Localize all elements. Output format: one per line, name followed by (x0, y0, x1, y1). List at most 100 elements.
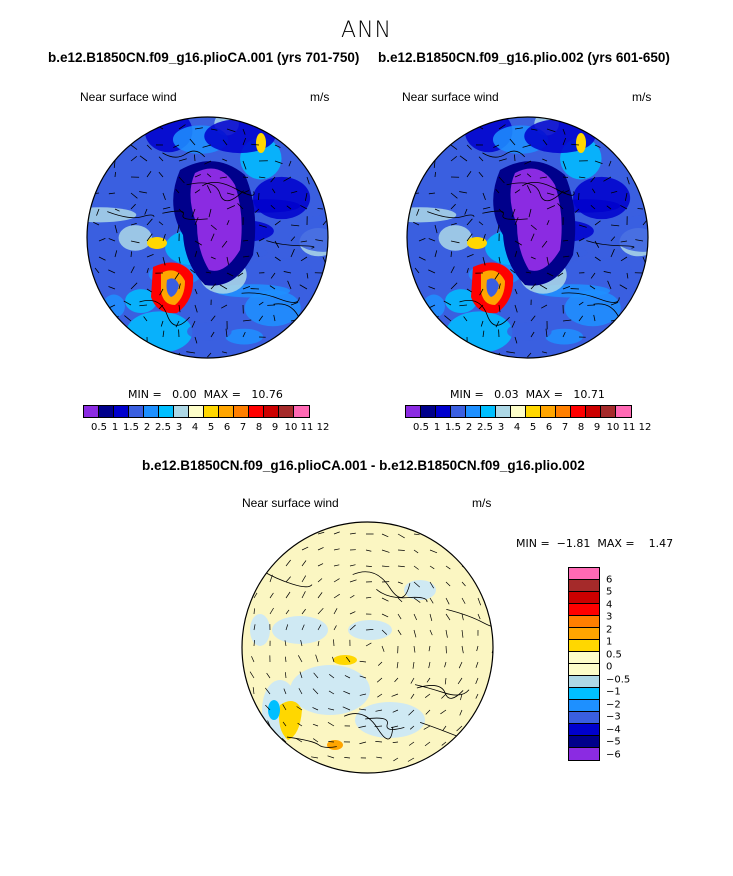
panel3-wind-vector (381, 565, 390, 568)
panel2-wind-vector (541, 240, 548, 248)
panel2-wind-vector (626, 348, 630, 354)
panel2-wind-vector (479, 288, 484, 296)
panel3-wind-vector (494, 534, 495, 537)
panel1-wind-vector (226, 220, 230, 226)
panel2-wind-vector (450, 240, 460, 244)
panel2-wind-vector (459, 155, 468, 162)
panel2-colorbar-swatch (466, 406, 481, 417)
panel3-wind-vector (429, 533, 436, 538)
panel2-wind-vector (478, 304, 484, 310)
panel2-wind-vector (498, 208, 504, 214)
panel1-wind-vector (226, 128, 236, 133)
panel1-wind-vector (162, 256, 166, 266)
panel3-wind-vector (333, 608, 338, 615)
panel1-wind-vector (178, 176, 185, 184)
panel3-colorbar-swatch (569, 748, 599, 760)
panel3-wind-vector (282, 721, 287, 727)
panel3-wind-vector (312, 770, 319, 773)
panel3-wind-vector (333, 639, 335, 647)
panel3-wind-vector (251, 720, 255, 727)
panel2-wind-vector (642, 186, 647, 194)
panel2-colorbar-swatch (616, 406, 631, 417)
panel3-wind-vector (349, 564, 356, 567)
panel1-wind-vector (242, 319, 252, 322)
panel2-wind-vector (418, 128, 422, 134)
panel2-wind-vector (546, 272, 554, 277)
panel3-wind-vector (344, 675, 351, 679)
panel3-wind-vector (365, 629, 374, 631)
panel3-wind-vector (458, 774, 462, 775)
panel1-minmax: MIN = 0.00 MAX = 10.76 (128, 388, 283, 401)
panel2-wind-vector (530, 233, 535, 242)
panel3-wind-vector (425, 709, 431, 715)
panel2-colorbar-label: 6 (545, 422, 553, 433)
panel2-colorbar-label: 0.5 (413, 422, 429, 433)
panel3-wind-vector (461, 581, 466, 587)
panel3-wind-vector (445, 581, 451, 587)
panel1-wind-vector (178, 158, 187, 162)
panel3-wind-vector (349, 611, 356, 615)
panel3-colorbar-swatch (569, 688, 599, 700)
panel2-wind-vector (530, 315, 536, 322)
panel1-wind-vector (194, 288, 198, 295)
panel3-wind-vector (267, 737, 271, 743)
panel3-wind-vector (269, 574, 273, 583)
panel3-coastline (261, 570, 313, 588)
panel3-wind-vector (461, 645, 464, 654)
panel1-wind-vector (319, 329, 324, 338)
panel3-wind-vector (491, 725, 493, 734)
panel1-colorbar-swatch (189, 406, 204, 417)
panel3-coastline (286, 736, 337, 748)
panel3-wind-vector (317, 531, 325, 535)
panel1-map (86, 116, 329, 359)
panel2-wind-vector (578, 176, 586, 179)
panel3-coastline (416, 685, 464, 699)
panel2-wind-vector (428, 269, 436, 274)
panel1-wind-vector (222, 158, 228, 162)
panel3-wind-vector (473, 741, 479, 746)
panel1-wind-vector (221, 351, 228, 354)
panel3-wind-vector (374, 725, 383, 728)
panel3-colorbar-swatch (569, 604, 599, 616)
panel1-wind-vector (189, 138, 196, 146)
panel2-wind-vector (466, 254, 474, 258)
panel1-wind-vector (290, 236, 296, 242)
panel2-colorbar-label: 4 (513, 422, 521, 433)
panel3-wind-vector (249, 671, 255, 679)
panel1-wind-vector (194, 240, 202, 246)
panel3-colorbar-swatch (569, 628, 599, 640)
panel1-colorbar-swatch (99, 406, 114, 417)
panel1-colorbar-label: 7 (239, 422, 247, 433)
panel1-colorbar-label: 1 (111, 422, 119, 433)
panel2-wind-vector (428, 192, 436, 195)
panel1-wind-vector (270, 176, 276, 183)
panel2-wind-vector (514, 304, 518, 313)
panel3-wind-vector (317, 624, 322, 631)
panel2-wind-vector (526, 173, 532, 178)
panel1-colorbar-swatch (204, 406, 219, 417)
panel3-wind-vector (282, 704, 287, 711)
panel2-wind-vector (413, 332, 420, 338)
panel1-wind-vector (288, 160, 292, 167)
panel2-wind-vector (450, 203, 456, 210)
panel2-wind-vector (466, 144, 472, 150)
panel3-wind-vector (441, 693, 447, 699)
panel2-wind-vector (527, 352, 532, 358)
panel1-wind-vector (130, 156, 138, 162)
panel3-wind-vector (284, 640, 287, 647)
panel1-units: m/s (310, 90, 330, 104)
panel1-wind-vector (207, 352, 212, 358)
panel2-colorbar-swatch (556, 406, 571, 417)
panel3-wind-vector (477, 613, 481, 620)
panel2-wind-vector (594, 220, 601, 226)
panel2-colorbar-label: 1 (433, 422, 441, 433)
panel1-wind-vector (123, 300, 132, 306)
panel2-colorbar-swatch (601, 406, 616, 417)
panel3-wind-vector (475, 661, 479, 668)
panel2-wind-vector (562, 331, 566, 338)
panel3-wind-vector (296, 706, 303, 711)
panel3-wind-vector (494, 598, 495, 606)
panel3-wind-vector (490, 757, 493, 765)
panel2-wind-vector (620, 256, 628, 262)
figure-title: ANN (341, 18, 392, 43)
